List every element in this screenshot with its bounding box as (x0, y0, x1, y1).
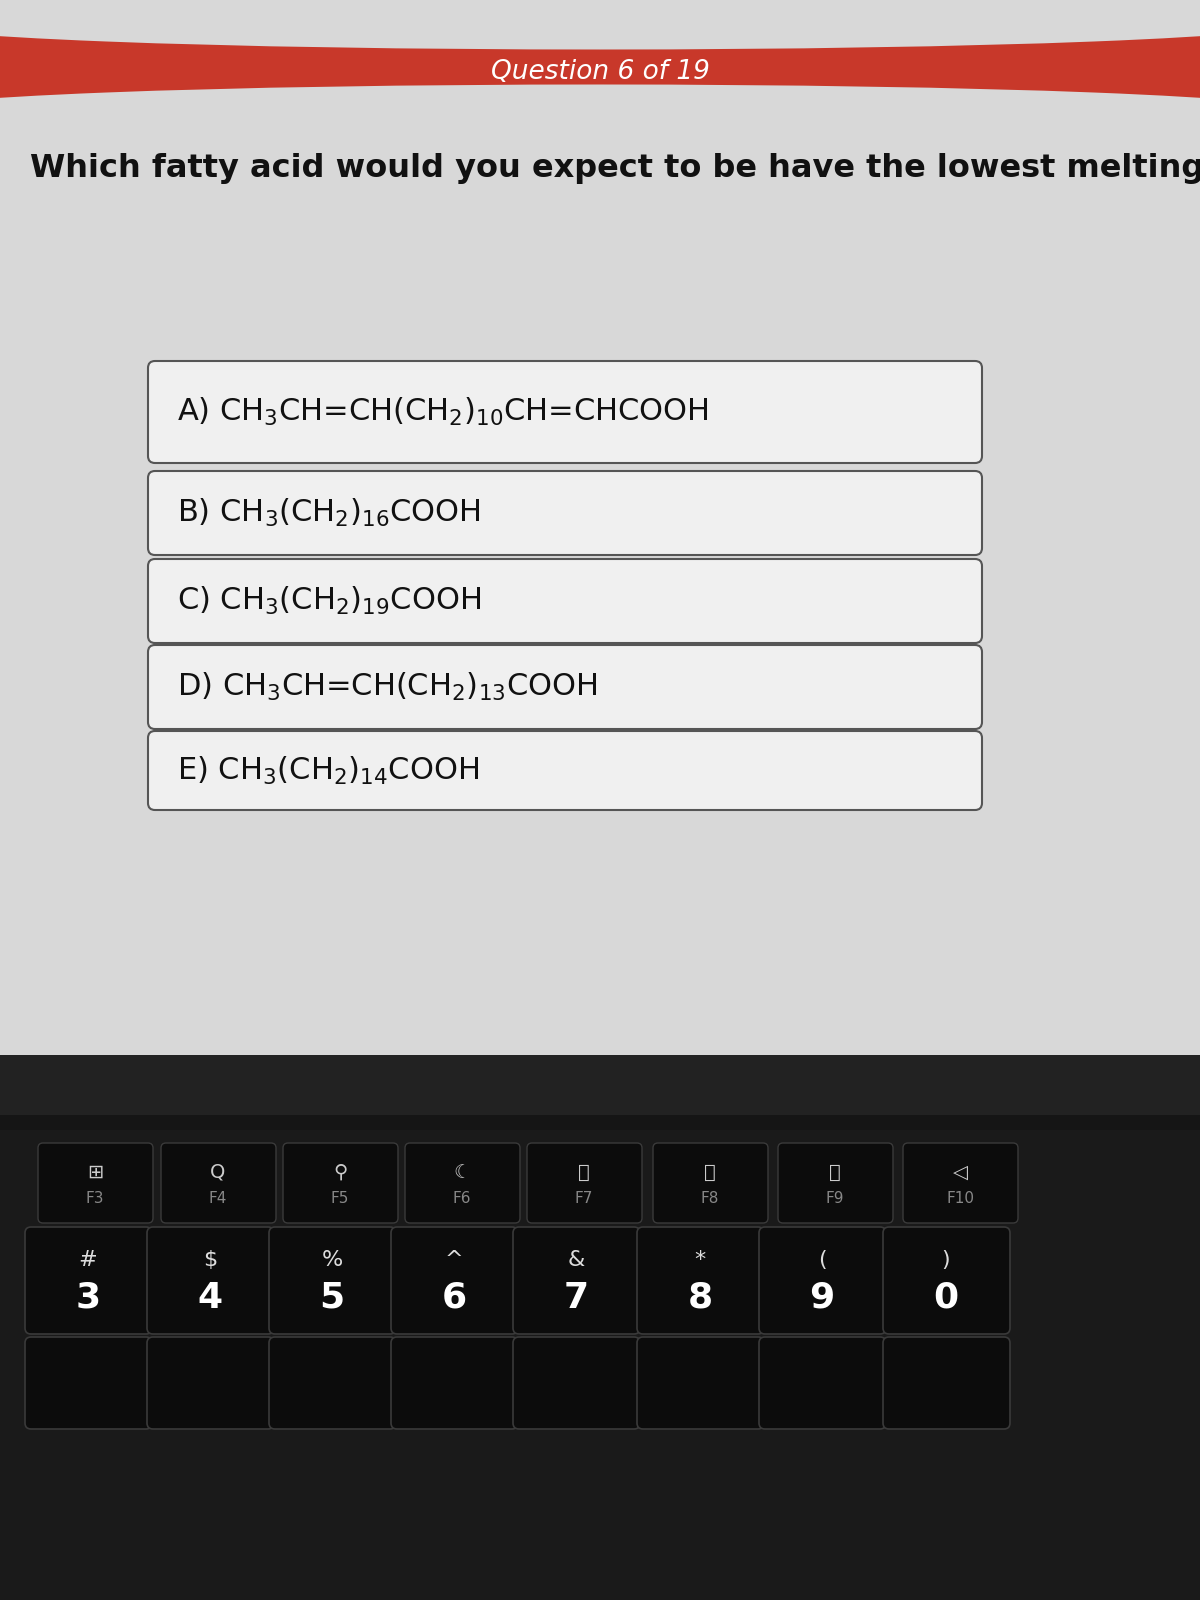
FancyBboxPatch shape (148, 731, 982, 810)
Text: ⏭: ⏭ (829, 1163, 841, 1182)
Text: 4: 4 (198, 1280, 222, 1315)
Text: $: $ (203, 1250, 217, 1269)
Ellipse shape (0, 0, 1200, 50)
Text: ^: ^ (445, 1250, 463, 1269)
Text: 8: 8 (688, 1280, 713, 1315)
Text: F5: F5 (331, 1190, 349, 1206)
Text: C) CH$_3$(CH$_2$)$_{19}$COOH: C) CH$_3$(CH$_2$)$_{19}$COOH (178, 586, 481, 618)
Text: ): ) (942, 1250, 950, 1269)
Text: &: & (568, 1250, 584, 1269)
Text: ☾: ☾ (454, 1163, 470, 1182)
FancyBboxPatch shape (269, 1227, 396, 1334)
Text: 6: 6 (442, 1280, 467, 1315)
Text: *: * (695, 1250, 706, 1269)
Bar (0, 1130, 1200, 1600)
FancyBboxPatch shape (148, 1338, 274, 1429)
FancyBboxPatch shape (514, 1338, 640, 1429)
Text: B) CH$_3$(CH$_2$)$_{16}$COOH: B) CH$_3$(CH$_2$)$_{16}$COOH (178, 498, 481, 530)
FancyBboxPatch shape (148, 362, 982, 462)
FancyBboxPatch shape (148, 645, 982, 730)
FancyBboxPatch shape (38, 1142, 154, 1222)
Text: ◁: ◁ (953, 1163, 967, 1182)
FancyBboxPatch shape (25, 1227, 152, 1334)
Text: 9: 9 (809, 1280, 835, 1315)
FancyBboxPatch shape (148, 470, 982, 555)
FancyBboxPatch shape (883, 1338, 1010, 1429)
FancyBboxPatch shape (283, 1142, 398, 1222)
FancyBboxPatch shape (527, 1142, 642, 1222)
Text: Q: Q (210, 1163, 226, 1182)
Text: F4: F4 (209, 1190, 227, 1206)
Text: Question 6 of 19: Question 6 of 19 (491, 59, 709, 85)
FancyBboxPatch shape (778, 1142, 893, 1222)
FancyBboxPatch shape (406, 1142, 520, 1222)
FancyBboxPatch shape (25, 1338, 152, 1429)
Text: ⚲: ⚲ (332, 1163, 347, 1182)
FancyBboxPatch shape (148, 558, 982, 643)
Text: %: % (322, 1250, 343, 1269)
FancyBboxPatch shape (514, 1227, 640, 1334)
FancyBboxPatch shape (391, 1227, 518, 1334)
Text: ⏯: ⏯ (704, 1163, 716, 1182)
FancyBboxPatch shape (391, 1338, 518, 1429)
FancyBboxPatch shape (161, 1142, 276, 1222)
Text: (: ( (817, 1250, 827, 1269)
Text: D) CH$_3$CH=CH(CH$_2$)$_{13}$COOH: D) CH$_3$CH=CH(CH$_2$)$_{13}$COOH (178, 670, 598, 702)
Text: Which fatty acid would you expect to be have the lowest melting point?: Which fatty acid would you expect to be … (30, 152, 1200, 184)
Text: F3: F3 (85, 1190, 104, 1206)
Text: E) CH$_3$(CH$_2$)$_{14}$COOH: E) CH$_3$(CH$_2$)$_{14}$COOH (178, 755, 479, 787)
FancyBboxPatch shape (904, 1142, 1018, 1222)
FancyBboxPatch shape (148, 1227, 274, 1334)
Text: ⊞: ⊞ (86, 1163, 103, 1182)
FancyBboxPatch shape (637, 1338, 764, 1429)
Text: 0: 0 (934, 1280, 959, 1315)
FancyBboxPatch shape (760, 1227, 886, 1334)
Text: F9: F9 (826, 1190, 845, 1206)
FancyBboxPatch shape (269, 1338, 396, 1429)
Text: 3: 3 (76, 1280, 101, 1315)
Bar (0, 1054, 1200, 1115)
Text: ⏮: ⏮ (578, 1163, 590, 1182)
Text: F10: F10 (946, 1190, 974, 1206)
Text: 5: 5 (319, 1280, 344, 1315)
Bar (0, 22, 1200, 112)
Text: A) CH$_3$CH=CH(CH$_2$)$_{10}$CH=CHCOOH: A) CH$_3$CH=CH(CH$_2$)$_{10}$CH=CHCOOH (178, 395, 709, 429)
FancyBboxPatch shape (760, 1338, 886, 1429)
Text: #: # (79, 1250, 97, 1269)
Text: 7: 7 (564, 1280, 588, 1315)
Text: F6: F6 (452, 1190, 472, 1206)
FancyBboxPatch shape (883, 1227, 1010, 1334)
Bar (0, 1054, 1200, 1600)
FancyBboxPatch shape (653, 1142, 768, 1222)
Text: F7: F7 (575, 1190, 593, 1206)
FancyBboxPatch shape (637, 1227, 764, 1334)
Text: F8: F8 (701, 1190, 719, 1206)
Ellipse shape (0, 85, 1200, 139)
